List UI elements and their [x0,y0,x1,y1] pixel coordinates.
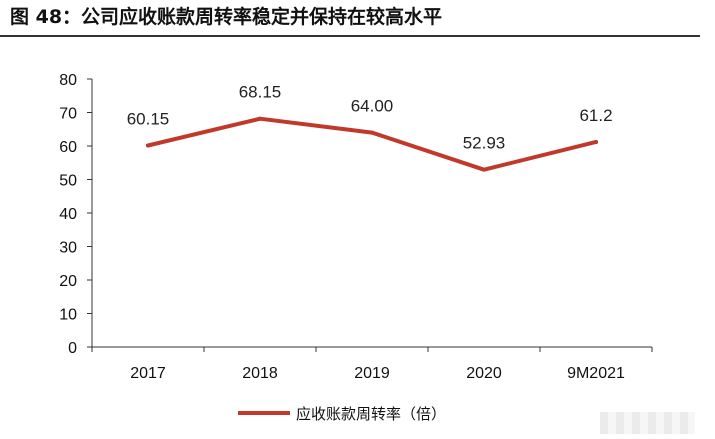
data-point [482,167,486,172]
x-axis-ticks: 2017 2018 2019 2020 9M2021 [91,347,653,382]
watermark [600,412,695,434]
data-point [258,116,262,121]
x-tick-label: 2018 [242,365,278,382]
x-tick-label: 2019 [354,365,390,382]
data-point [594,139,598,144]
x-tick-label: 2017 [130,365,166,382]
y-tick-label: 80 [59,72,77,89]
data-label: 64.00 [351,97,394,116]
y-tick-label: 30 [59,240,77,257]
x-tick-label: 2020 [466,365,502,382]
data-label: 61.2 [579,106,612,125]
data-point [146,143,150,148]
data-point [370,130,374,135]
chart-axes [91,79,652,348]
y-tick-label: 60 [59,139,77,156]
title-divider [0,35,700,37]
y-tick-label: 40 [59,206,77,223]
y-tick-label: 50 [59,173,77,190]
legend: 应收账款周转率（倍） [238,405,446,423]
series-line [146,116,598,172]
y-axis-ticks: 0 10 20 30 40 50 60 70 80 [59,72,92,357]
series-group: 60.15 68.15 64.00 52.93 61.2 [127,83,613,172]
legend-label: 应收账款周转率（倍） [296,405,446,423]
data-label: 60.15 [127,109,170,128]
x-tick-label: 9M2021 [567,365,625,382]
y-tick-label: 70 [59,106,77,123]
y-tick-label: 0 [68,340,77,357]
y-tick-label: 20 [59,273,77,290]
data-label: 68.15 [239,83,282,102]
figure-title: 图 48：公司应收账款周转率稳定并保持在较高水平 [10,6,443,28]
data-label: 52.93 [463,134,506,153]
y-tick-label: 10 [59,307,77,324]
